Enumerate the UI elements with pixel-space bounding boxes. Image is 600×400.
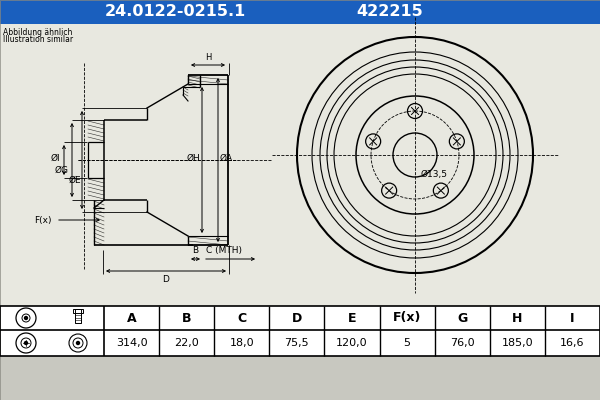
Circle shape — [77, 342, 79, 344]
Text: ØH: ØH — [186, 154, 200, 162]
Text: ØI: ØI — [50, 154, 60, 162]
Text: D: D — [163, 275, 169, 284]
Text: H: H — [512, 312, 523, 324]
Circle shape — [25, 342, 28, 344]
Text: Ø13,5: Ø13,5 — [421, 170, 448, 179]
Bar — [0, 24, 600, 306]
Text: 422215: 422215 — [356, 4, 424, 20]
Text: A: A — [127, 312, 136, 324]
Bar — [73, 309, 83, 313]
Circle shape — [25, 316, 28, 320]
Text: 5: 5 — [404, 338, 410, 348]
Text: ØA: ØA — [220, 154, 233, 162]
Text: 185,0: 185,0 — [502, 338, 533, 348]
Text: B: B — [192, 246, 198, 255]
Text: 76,0: 76,0 — [450, 338, 475, 348]
Text: H: H — [205, 53, 211, 62]
Text: 24.0122-0215.1: 24.0122-0215.1 — [104, 4, 245, 20]
Text: F(x): F(x) — [393, 312, 421, 324]
Text: G: G — [457, 312, 467, 324]
Text: ØG: ØG — [55, 166, 69, 174]
Bar — [75, 309, 81, 323]
Bar — [0, 306, 600, 356]
Bar — [0, 0, 600, 24]
Text: B: B — [182, 312, 191, 324]
Text: 16,6: 16,6 — [560, 338, 584, 348]
Text: 18,0: 18,0 — [229, 338, 254, 348]
Text: 314,0: 314,0 — [116, 338, 148, 348]
Text: ØE: ØE — [68, 176, 81, 184]
Text: Illustration similar: Illustration similar — [3, 36, 73, 44]
Text: E: E — [348, 312, 356, 324]
Text: 120,0: 120,0 — [336, 338, 368, 348]
Text: C: C — [237, 312, 247, 324]
Text: Abbildung ähnlich: Abbildung ähnlich — [3, 28, 73, 37]
Text: 22,0: 22,0 — [174, 338, 199, 348]
Text: I: I — [570, 312, 575, 324]
Text: 75,5: 75,5 — [284, 338, 309, 348]
Text: F(x): F(x) — [34, 216, 52, 224]
Text: C (MTH): C (MTH) — [206, 246, 242, 255]
Text: D: D — [292, 312, 302, 324]
